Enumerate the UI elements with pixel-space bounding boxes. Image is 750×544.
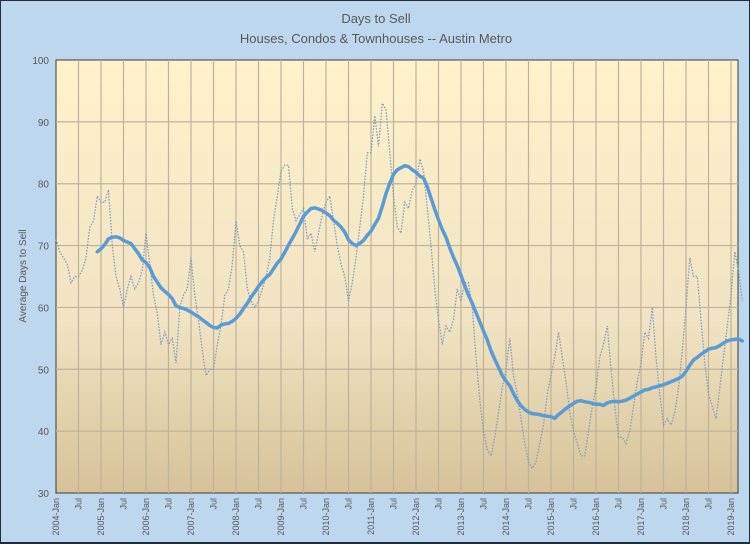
x-tick-label: 2017-Jan	[636, 498, 646, 536]
y-tick-label: 100	[32, 56, 49, 67]
x-tick-label: Jul	[74, 498, 84, 510]
x-tick-label: Jul	[164, 498, 174, 510]
x-tick-label: 2015-Jan	[546, 498, 556, 536]
x-tick-label: 2010-Jan	[321, 498, 331, 536]
x-tick-label: 2018-Jan	[681, 498, 691, 536]
series-moving-average-line	[95, 163, 745, 421]
y-tick-label: 50	[38, 365, 50, 376]
y-axis-label: Average Days to Sell	[18, 229, 29, 322]
x-tick-label: Jul	[704, 498, 714, 510]
x-tick-label: 2019-Jan	[726, 498, 736, 536]
chart-title: Days to Sell	[341, 11, 410, 26]
x-tick-label: Jul	[299, 498, 309, 510]
x-tick-label: 2016-Jan	[591, 498, 601, 536]
x-tick-label: Jul	[569, 498, 579, 510]
x-tick-label: 2004-Jan	[51, 498, 61, 536]
x-tick-label: 2013-Jan	[456, 498, 466, 536]
chart-subtitle: Houses, Condos & Townhouses -- Austin Me…	[240, 31, 512, 46]
x-tick-label: 2006-Jan	[141, 498, 151, 536]
plot-area	[55, 59, 739, 494]
x-tick-label: Jul	[659, 498, 669, 510]
x-tick-label: Jul	[614, 498, 624, 510]
y-tick-label: 40	[38, 427, 50, 438]
x-tick-label: 2008-Jan	[231, 498, 241, 536]
x-tick-label: Jul	[209, 498, 219, 510]
x-tick-label: Jul	[434, 498, 444, 510]
x-tick-label: Jul	[344, 498, 354, 510]
x-tick-label: 2005-Jan	[96, 498, 106, 536]
x-tick-label: Jul	[524, 498, 534, 510]
x-tick-label: 2014-Jan	[501, 498, 511, 536]
y-tick-label: 80	[38, 180, 50, 191]
series-monthly-line	[55, 101, 743, 470]
x-tick-label: Jul	[119, 498, 129, 510]
x-tick-label: Jul	[254, 498, 264, 510]
x-tick-label: 2007-Jan	[186, 498, 196, 536]
y-tick-label: 60	[38, 303, 50, 314]
x-tick-label: 2012-Jan	[411, 498, 421, 536]
y-tick-label: 30	[38, 489, 50, 500]
x-tick-label: 2011-Jan	[366, 498, 376, 535]
x-tick-label: Jul	[389, 498, 399, 510]
y-tick-label: 90	[38, 118, 50, 129]
y-tick-label: 70	[38, 242, 50, 253]
x-tick-label: Jul	[479, 498, 489, 510]
x-tick-label: 2009-Jan	[276, 498, 286, 536]
